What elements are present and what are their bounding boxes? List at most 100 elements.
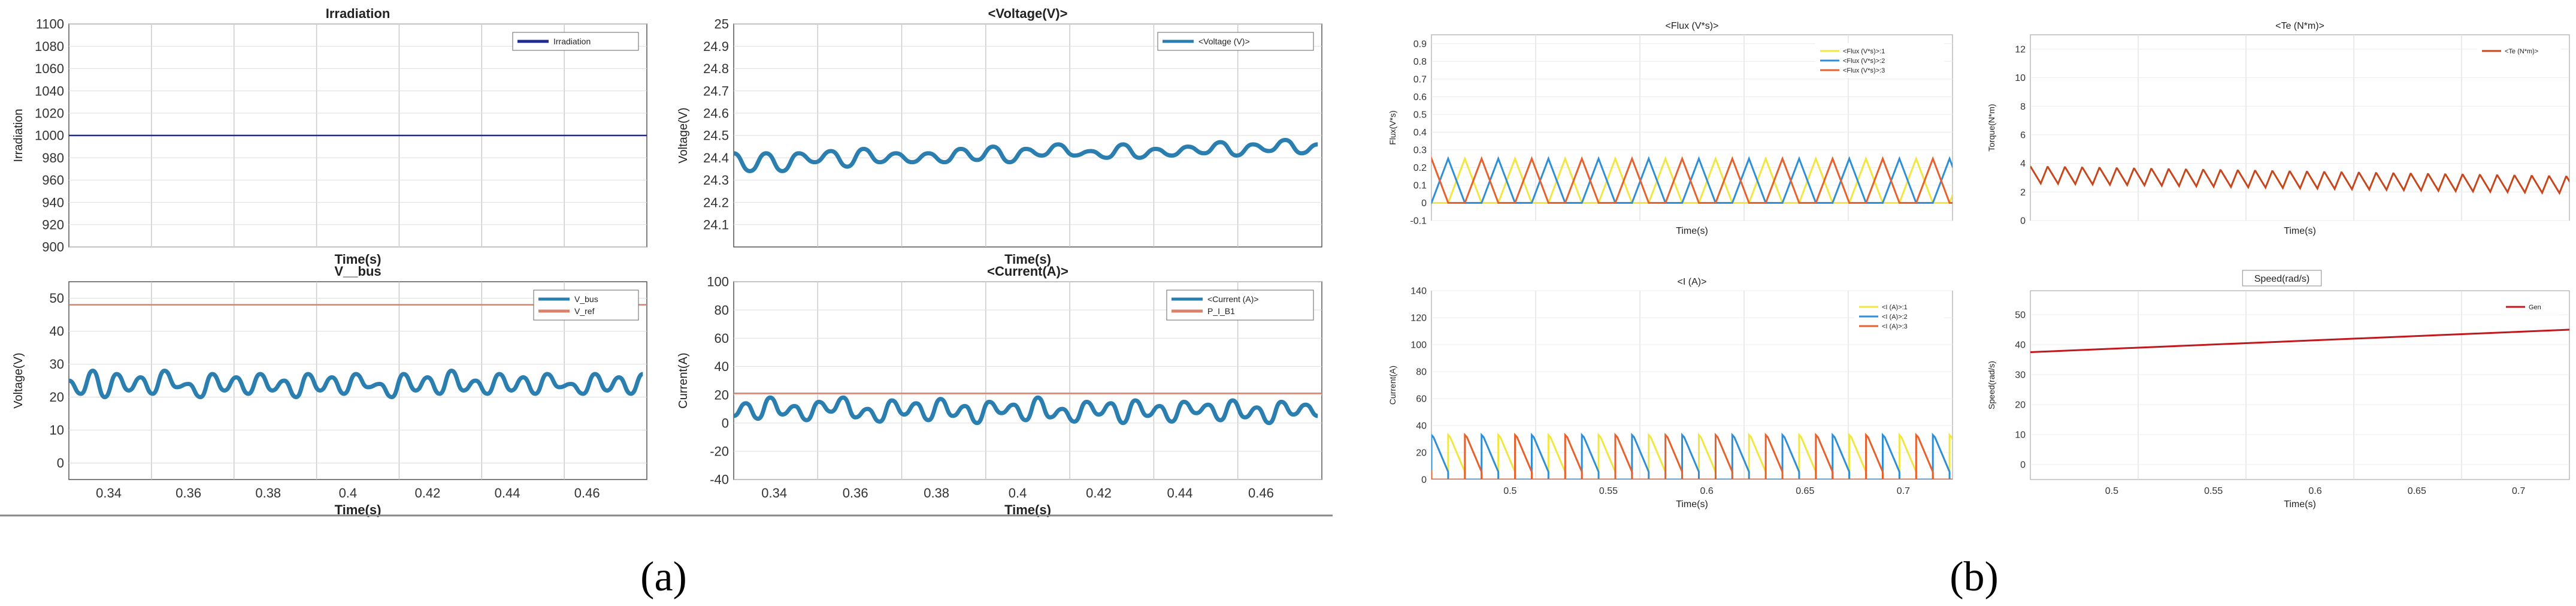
panel-a: 900920940960980100010201040106010801100I…	[12, 6, 1322, 517]
chart-te: 0 2 4 6 8 10 12 <Te (N*m)> Time(s) Torque(N*m) <Te…	[1987, 21, 2570, 236]
series-line	[1431, 156, 1953, 204]
y-axis-label: Irradiation	[12, 109, 25, 162]
x-tick-label: 0.5	[2105, 486, 2118, 496]
x-tick-label: 0.42	[415, 486, 441, 501]
chart-title: <I (A)>	[1678, 277, 1707, 287]
chart-title: <Te (N*m)>	[2275, 21, 2324, 31]
y-tick-label: 0	[1421, 198, 1427, 209]
plot-area	[2030, 34, 2570, 221]
y-tick-label: 24.5	[703, 128, 729, 143]
y-tick-label: 30	[50, 357, 64, 372]
y-tick-label: 900	[42, 240, 64, 255]
title-box	[2242, 270, 2322, 287]
y-tick-label: 24.2	[703, 195, 729, 210]
chart-volt: 24.1 24.2 24.3 24.4 24.5 24.6 24.7 24.8 24.9 25 <V…	[677, 6, 1322, 267]
y-tick-label: 0.3	[1413, 146, 1427, 156]
legend: <Flux (V*s)>:1 <Flux (V*s)>:2 <Flux (V*s)>…	[1815, 43, 1944, 78]
x-tick-label: 0.6	[2308, 486, 2321, 496]
x-tick-label: 0.65	[2408, 486, 2426, 496]
y-tick-label: 25	[715, 17, 729, 32]
y-tick-label: 0	[1421, 475, 1427, 486]
y-tick-label: 24.1	[703, 218, 729, 233]
x-tick-label: 0.46	[574, 486, 600, 501]
y-tick-label: 1020	[35, 106, 64, 121]
y-tick-label: 1080	[35, 39, 64, 54]
y-tick-label: 0.1	[1413, 181, 1427, 191]
x-tick-label: 0.36	[175, 486, 201, 501]
x-tick-label: 0.4	[339, 486, 358, 501]
x-axis-label: Time(s)	[2284, 499, 2316, 509]
y-tick-label: 20	[1416, 448, 1427, 459]
x-tick-label: 0.38	[924, 486, 949, 501]
y-tick-label: 40	[2015, 340, 2026, 351]
legend-entry: <Flux (V*s)>:2	[1843, 58, 1885, 65]
x-axis-label: Time(s)	[1676, 226, 1708, 236]
legend: <Te (N*m)>	[2477, 43, 2561, 59]
legend-box	[1166, 290, 1314, 321]
legend-entry: <I (A)>:3	[1882, 323, 1908, 330]
y-tick-label: 24.6	[703, 106, 729, 121]
legend-entry: <I (A)>:1	[1882, 304, 1908, 311]
x-tick-label: 0.46	[1248, 486, 1274, 501]
series-line	[69, 368, 644, 400]
x-tick-label: 0.55	[1599, 486, 1618, 496]
y-tick-label: 1060	[35, 61, 64, 76]
x-axis-label: Time(s)	[2284, 226, 2316, 236]
y-tick-label: 100	[1410, 340, 1427, 351]
series-line	[734, 395, 1319, 426]
y-tick-label: 140	[1410, 287, 1427, 297]
legend-entry: P_I_B1	[1207, 306, 1235, 316]
x-tick-label: 0.65	[1796, 486, 1814, 496]
y-tick-label: 10	[2015, 430, 2026, 441]
y-tick-label: 2	[2020, 188, 2026, 198]
y-tick-label: -40	[710, 472, 729, 487]
y-axis-label: Speed(rad/s)	[1987, 361, 1996, 409]
chart-title: Irradiation	[326, 6, 391, 21]
y-tick-label: 0	[2020, 460, 2026, 471]
legend-entry: <Flux (V*s)>:3	[1843, 67, 1885, 74]
legend: Gen	[2501, 299, 2561, 315]
y-tick-label: 20	[715, 387, 729, 402]
series-line	[2030, 165, 2569, 195]
legend-entry: V_bus	[574, 294, 598, 304]
y-tick-label: 40	[715, 359, 729, 374]
x-tick-label: 0.36	[843, 486, 868, 501]
y-tick-label: 10	[2015, 73, 2026, 83]
chart-iab: 0 20 40 60 80 100 120 140 0.5 0.55 0.6 0.65 0.7 <I (A…	[1388, 277, 1953, 509]
y-tick-label: 4	[2020, 159, 2026, 169]
y-tick-label: 30	[2015, 370, 2026, 381]
y-tick-label: 980	[42, 150, 64, 165]
y-axis-label: Voltage(V)	[12, 352, 25, 408]
legend: <Current (A)> P_I_B1	[1166, 290, 1314, 321]
y-tick-label: 100	[707, 275, 729, 290]
y-tick-label: 20	[2015, 400, 2026, 411]
y-axis-label: Torque(N*m)	[1987, 104, 1996, 151]
x-tick-label: 0.34	[96, 486, 122, 501]
y-tick-label: 0.2	[1413, 163, 1427, 173]
y-tick-label: 40	[50, 324, 64, 339]
y-tick-label: 0	[57, 456, 64, 471]
y-tick-label: 0.5	[1413, 110, 1427, 120]
y-tick-label: 6	[2020, 131, 2026, 141]
chart-vbus: 0 10 20 30 40 50 0.34 0.36 0.38 0.4 0.42 0.44 0.46 V_…	[12, 264, 647, 517]
x-tick-label: 0.55	[2204, 486, 2223, 496]
x-tick-label: 0.5	[1503, 486, 1516, 496]
y-tick-label: 940	[42, 195, 64, 210]
x-axis-label: Time(s)	[1004, 252, 1051, 267]
series-layer	[2030, 165, 2569, 195]
legend: V_bus V_ref	[533, 290, 639, 321]
chart-irr: 900 920 940 960 980 1000 1020 1040 1060 1080 1100 I…	[12, 6, 647, 267]
y-tick-label: 960	[42, 173, 64, 188]
legend-entry: V_ref	[574, 306, 595, 316]
legend-entry: <Voltage (V)>	[1198, 37, 1250, 46]
x-axis-label: Time(s)	[1676, 499, 1708, 509]
x-tick-label: 0.44	[495, 486, 520, 501]
series-line	[734, 137, 1318, 174]
y-tick-label: 24.4	[703, 150, 729, 165]
chart-flux: -0.1 0 0.1 0.2 0.3 0.4 0.5 0.6 0.7 0.8 0.9 <Flux (V…	[1388, 21, 1953, 236]
x-axis-label: Time(s)	[335, 252, 382, 267]
y-tick-label: 0.7	[1413, 74, 1427, 85]
y-tick-label: 120	[1410, 313, 1427, 324]
y-tick-label: 60	[1416, 394, 1427, 405]
